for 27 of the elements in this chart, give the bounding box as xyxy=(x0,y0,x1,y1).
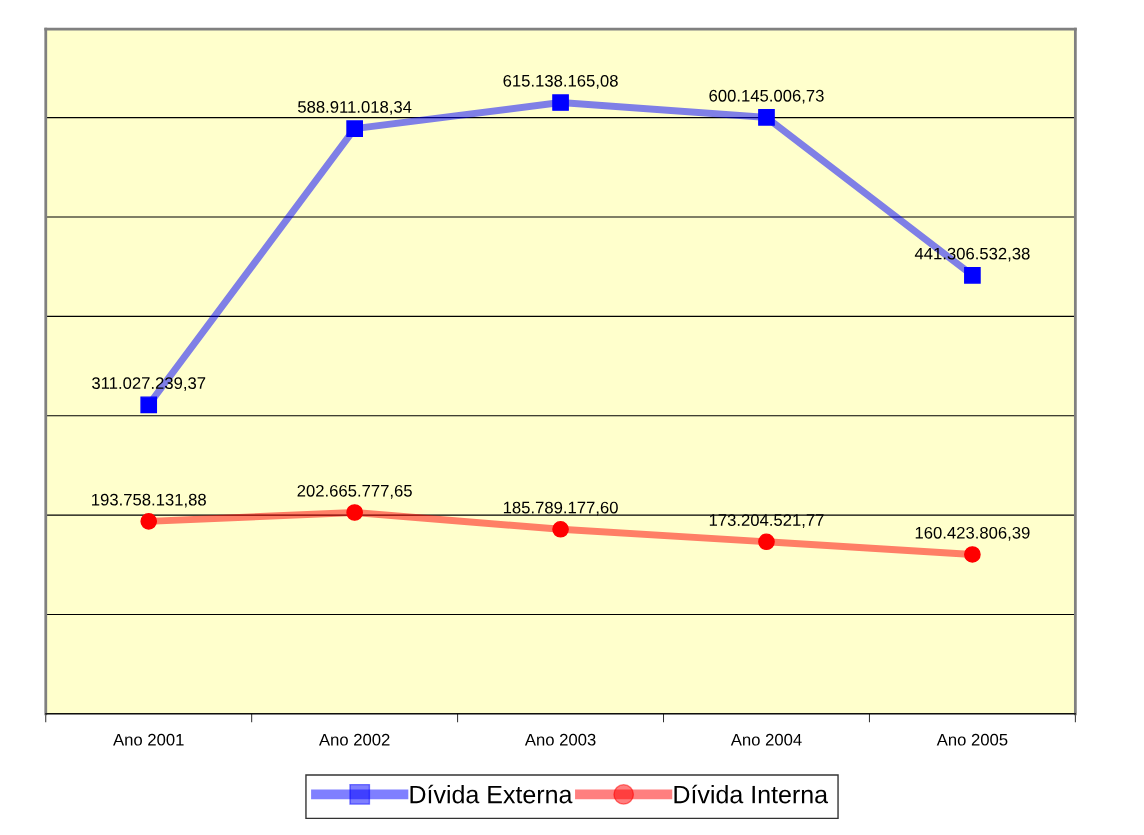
point xyxy=(346,120,363,137)
point xyxy=(552,94,569,111)
x-tick-label: Ano 2001 xyxy=(113,733,184,746)
data-label: 202.665.777,65 xyxy=(297,484,412,499)
x-tick-label: Ano 2003 xyxy=(524,733,596,746)
point xyxy=(140,396,158,414)
point xyxy=(346,504,363,521)
x-tick-label: Ano 2005 xyxy=(936,733,1008,746)
data-label: 441.306.532,38 xyxy=(914,247,1030,262)
point xyxy=(140,513,158,530)
data-label: 615.138.165,08 xyxy=(503,74,618,89)
point xyxy=(964,266,981,284)
data-label: 311.027.239,37 xyxy=(92,377,206,391)
data-label: 160.423.806,39 xyxy=(915,526,1030,541)
data-label: 600.145.006,73 xyxy=(709,89,824,104)
point xyxy=(552,520,569,538)
point xyxy=(758,533,775,551)
data-label: 193.758.131,88 xyxy=(92,493,206,508)
x-tick-label: Ano 2002 xyxy=(319,733,390,746)
x-tick-label: Ano 2004 xyxy=(730,733,802,746)
data-label: 173.204.521,77 xyxy=(709,514,824,528)
point xyxy=(758,109,775,126)
legend-label: Dívida Interna xyxy=(674,784,829,804)
data-label: 185.789.177,60 xyxy=(503,501,618,516)
data-label: 588.911.018,34 xyxy=(298,101,412,115)
legend-label: Dívida Externa xyxy=(410,784,573,804)
point xyxy=(964,546,981,563)
